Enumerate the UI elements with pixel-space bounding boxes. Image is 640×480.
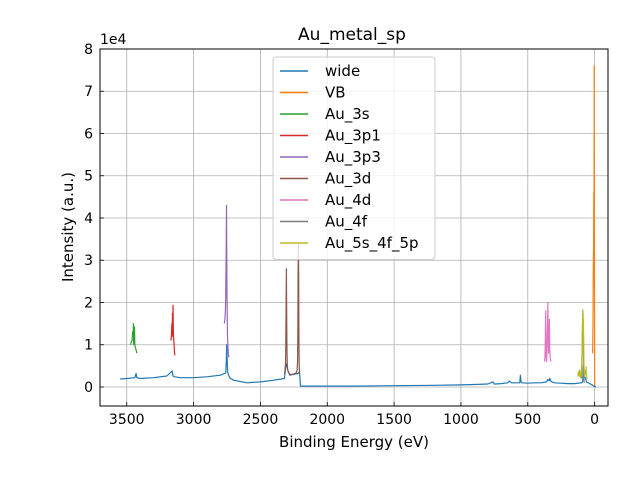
x-tick-label: 3000: [176, 412, 212, 428]
legend-label: Au_3p3: [325, 148, 381, 167]
chart-title: Au_metal_sp: [298, 25, 406, 45]
y-tick-label: 4: [84, 211, 93, 227]
y-tick-label: 0: [84, 380, 93, 396]
legend: wide VB Au_3s Au_3p1 Au_3p3 Au_3d Au_4d Au_4f Au…: [272, 56, 436, 260]
x-tick-label: 3500: [109, 412, 145, 428]
y-tick-label: 6: [84, 126, 93, 142]
series-line-au-5s-4f-5p: [577, 309, 588, 380]
legend-item: Au_3p3: [280, 148, 381, 167]
legend-item: Au_3d: [280, 170, 371, 189]
legend-box: [272, 56, 436, 260]
x-tick-label: 2500: [243, 412, 279, 428]
series-line-wide: [120, 344, 597, 388]
x-axis-label: Binding Energy (eV): [279, 433, 429, 451]
y-tick-label: 8: [84, 42, 93, 58]
y-axis-ticks: 0 1 2 3 4 5 6 7 8: [84, 42, 104, 396]
x-tick-label: 2000: [309, 412, 345, 428]
legend-label: Au_5s_4f_5p: [325, 234, 419, 253]
series-line-vb: [592, 65, 596, 387]
y-tick-label: 2: [84, 295, 93, 311]
legend-item: wide: [280, 62, 360, 80]
legend-label: Au_3p1: [325, 127, 381, 146]
legend-item: Au_4d: [280, 191, 371, 210]
y-axis-label: Intensity (a.u.): [59, 172, 77, 282]
y-axis-multiplier: 1e4: [100, 32, 127, 48]
series-layer: [120, 65, 597, 388]
legend-item: Au_3p1: [280, 127, 381, 146]
x-tick-label: 1500: [376, 412, 412, 428]
legend-item: Au_4f: [280, 213, 368, 232]
legend-label: Au_3s: [325, 105, 370, 124]
series-line-au-4d: [543, 301, 552, 363]
legend-item: VB: [280, 84, 346, 102]
x-tick-label: 1000: [443, 412, 479, 428]
series-line-au-3p3: [223, 204, 230, 358]
x-tick-label: 500: [514, 412, 541, 428]
legend-item: Au_3s: [280, 105, 370, 124]
legend-item: Au_5s_4f_5p: [280, 234, 419, 253]
x-tick-label: 0: [590, 412, 599, 428]
y-tick-label: 3: [84, 253, 93, 269]
legend-label: Au_3d: [325, 170, 371, 189]
y-tick-label: 7: [84, 84, 93, 100]
legend-label: Au_4f: [325, 213, 368, 232]
y-tick-label: 5: [84, 169, 93, 185]
series-line-au-3s: [130, 323, 138, 354]
legend-label: VB: [325, 84, 346, 102]
plot-frame: [99, 48, 609, 407]
legend-label: wide: [325, 62, 360, 80]
y-tick-label: 1: [84, 338, 93, 354]
series-line-au-3p1: [170, 304, 176, 356]
x-axis-ticks: 3500 3000 2500 2000 1500 1000 500 0: [109, 402, 599, 428]
legend-label: Au_4d: [325, 191, 371, 210]
